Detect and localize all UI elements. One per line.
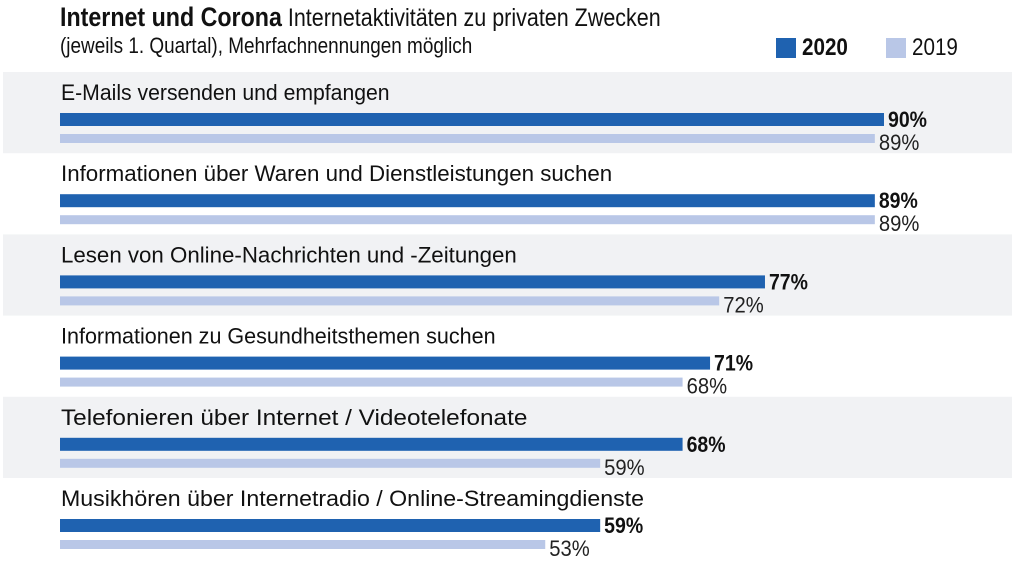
bar-2019: [60, 296, 720, 306]
legend-swatch-2020: [776, 38, 796, 58]
value-label-2019: 72%: [723, 292, 764, 317]
value-label-2020: 77%: [769, 269, 808, 294]
value-label-2019: 68%: [687, 374, 728, 399]
value-label-2020: 71%: [714, 351, 753, 376]
category-label: Informationen zu Gesundheitsthemen suche…: [61, 324, 496, 349]
value-label-2019: 59%: [604, 455, 645, 480]
value-label-2019: 53%: [549, 536, 590, 561]
value-label-2020: 89%: [879, 188, 918, 213]
value-label-2020: 68%: [687, 432, 726, 457]
category-label: Informationen über Waren und Dienstleist…: [61, 161, 612, 186]
bar-2019: [60, 540, 546, 549]
chart-title-line: Internet und Corona Internetaktivitäten …: [60, 2, 759, 33]
legend: 2020 2019: [776, 34, 965, 62]
legend-label-2020: 2020: [802, 34, 848, 61]
bar-2019: [60, 377, 683, 387]
category-label: E-Mails versenden und empfangen: [61, 80, 390, 105]
category-label: Lesen von Online-Nachrichten und -Zeitun…: [61, 242, 517, 267]
chart-subtitle-line1: Internetaktivitäten zu privaten Zwecken: [287, 4, 661, 32]
category-label: Musikhören über Internetradio / Online-S…: [61, 486, 644, 511]
bar-2020: [60, 194, 875, 208]
category-label: Telefonieren über Internet / Videotelefo…: [61, 405, 527, 430]
value-label-2019: 89%: [879, 211, 920, 236]
value-label-2020: 90%: [888, 107, 927, 132]
legend-label-2019: 2019: [912, 34, 958, 61]
value-label-2020: 59%: [604, 513, 643, 538]
bar-2019: [60, 458, 601, 468]
bar-2020: [60, 437, 683, 451]
chart-title: Internet und Corona: [60, 2, 282, 32]
legend-swatch-2019: [886, 38, 906, 58]
bar-2020: [60, 356, 711, 370]
bar-2020: [60, 113, 884, 126]
chart-subtitle-line2: (jeweils 1. Quartal), Mehrfachnennungen …: [60, 32, 539, 60]
chart-subtitle-line2-text: (jeweils 1. Quartal), Mehrfachnennungen …: [60, 33, 473, 58]
bar-2019: [60, 215, 875, 225]
bar-2020: [60, 275, 765, 289]
value-label-2019: 89%: [879, 130, 920, 155]
bar-2019: [60, 134, 875, 143]
bar-2020: [60, 519, 601, 532]
